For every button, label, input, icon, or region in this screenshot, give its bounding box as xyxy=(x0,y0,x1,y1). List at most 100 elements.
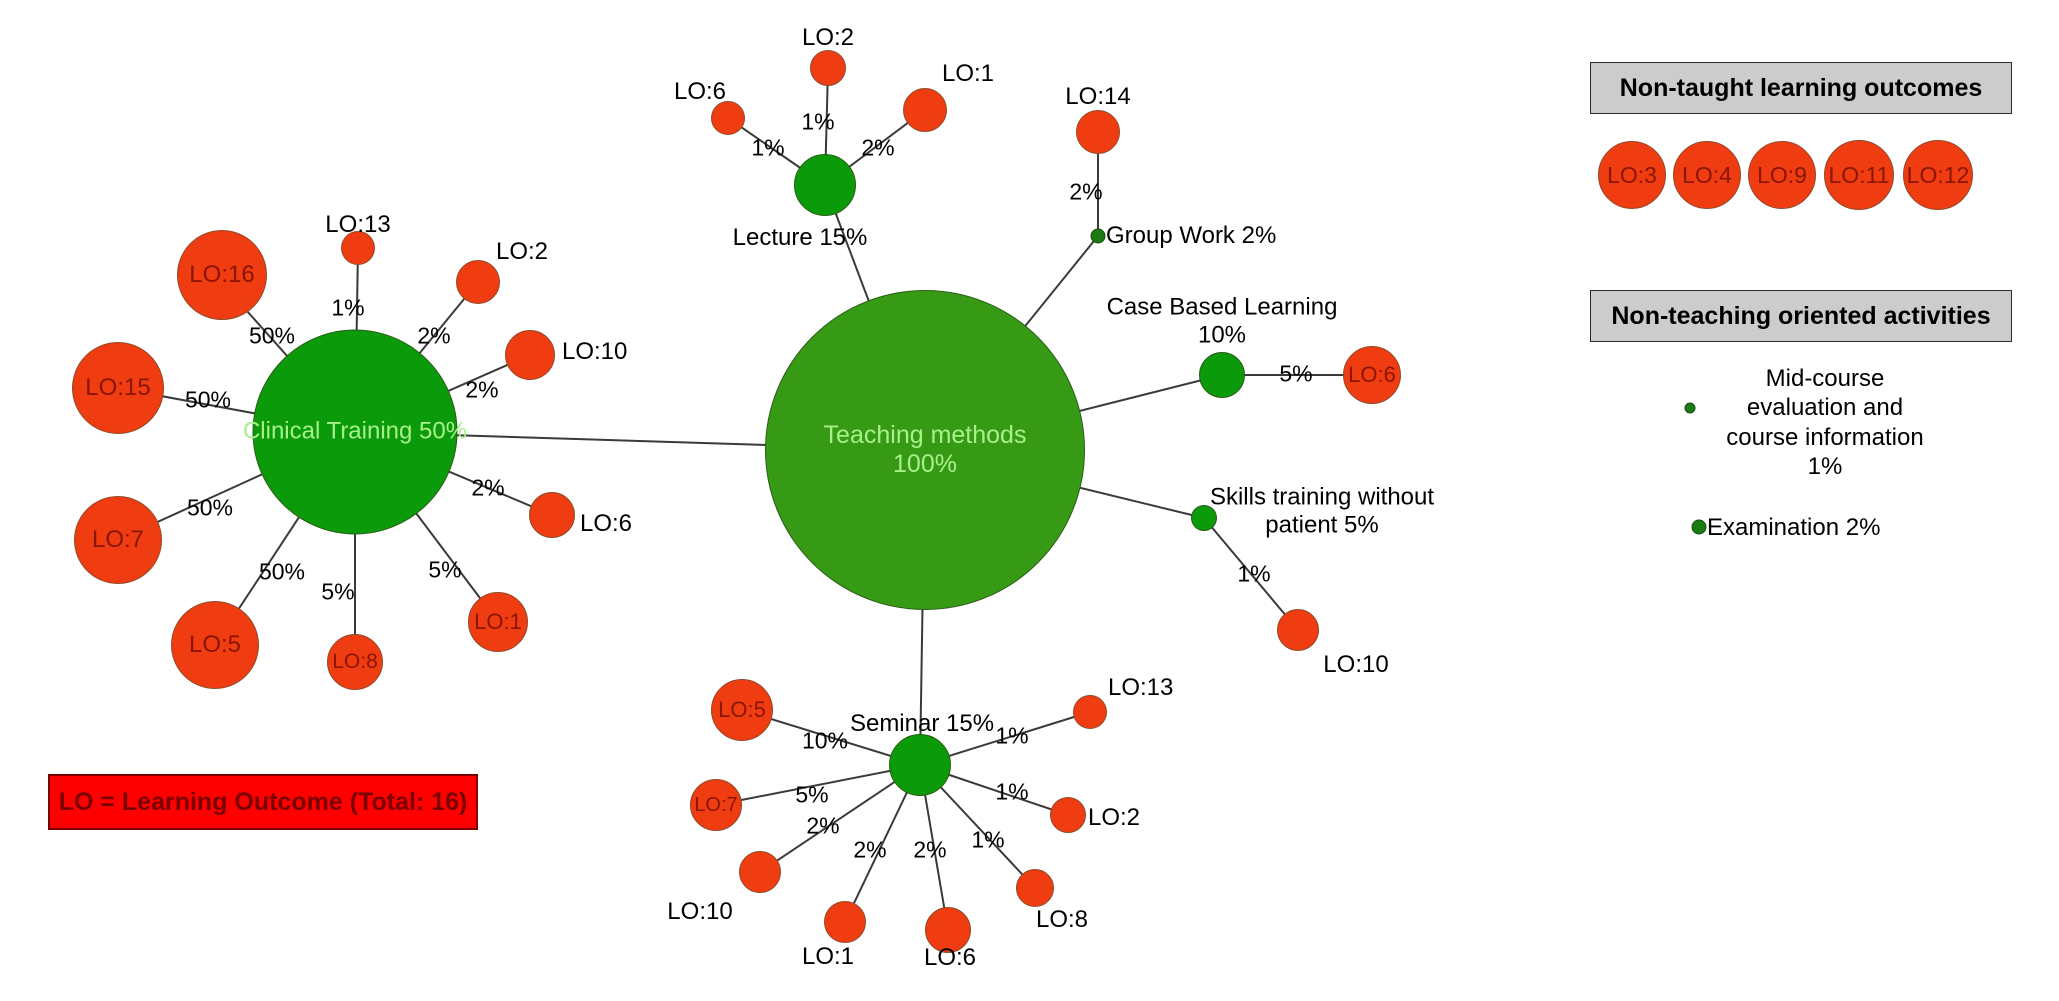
lo-node-clinical-lo6[interactable] xyxy=(529,492,575,538)
panel-non-taught-title: Non-taught learning outcomes xyxy=(1619,73,1983,102)
pct-lecture-lo6: 1% xyxy=(751,134,785,161)
panel-non-taught-header: Non-taught learning outcomes xyxy=(1590,62,2012,114)
pct-clinical-lo8: 5% xyxy=(321,578,355,605)
caption-seminar-lo2: LO:2 xyxy=(1088,803,1141,831)
lo-node-non-taught-9[interactable]: LO:9 xyxy=(1748,141,1816,209)
caption-clinical-lo13: LO:13 xyxy=(325,210,391,238)
lo-label: LO:9 xyxy=(1757,161,1807,188)
pct-lecture-lo1: 2% xyxy=(861,134,895,161)
lo-node-non-taught-3[interactable]: LO:3 xyxy=(1598,141,1666,209)
lo-node-clinical-lo15[interactable]: LO:15 xyxy=(72,342,164,434)
lo-node-seminar-lo10[interactable] xyxy=(739,851,781,893)
caption-clinical-lo6: LO:6 xyxy=(580,509,633,537)
lo-node-seminar-lo5[interactable]: LO:5 xyxy=(711,679,773,741)
non-teaching-dot-midcourse[interactable] xyxy=(1684,402,1696,414)
pct-cbl-lo6: 5% xyxy=(1279,360,1313,387)
caption-groupwork-lo14: LO:14 xyxy=(1065,82,1131,110)
lo-node-clinical-lo7[interactable]: LO:7 xyxy=(74,496,162,584)
caption-skills-lo10: LO:10 xyxy=(1323,650,1389,678)
node-group-work[interactable] xyxy=(1090,228,1106,244)
node-teaching-methods[interactable]: Teaching methods 100% xyxy=(765,290,1085,610)
pct-seminar-lo5: 10% xyxy=(801,727,849,754)
lo-legend-text: LO = Learning Outcome (Total: 16) xyxy=(58,787,468,816)
node-clinical-training[interactable]: Clinical Training 50% xyxy=(243,329,467,535)
panel-non-teaching-title: Non-teaching oriented activities xyxy=(1611,301,1991,330)
edge-st-lo10 xyxy=(1203,517,1299,631)
lo-node-clinical-lo8[interactable]: LO:8 xyxy=(327,634,383,690)
edge-sem-lo7 xyxy=(715,764,921,806)
node-skills-training[interactable] xyxy=(1191,505,1217,531)
edge-sem-lo10 xyxy=(759,764,921,873)
pct-lecture-lo2: 1% xyxy=(801,108,835,135)
lo-label: LO:12 xyxy=(1906,161,1970,188)
hub-label: Teaching methods 100% xyxy=(823,420,1027,479)
lo-label: LO:4 xyxy=(1682,161,1732,188)
pct-clinical-lo15: 50% xyxy=(184,386,232,413)
lo-label: LO:1 xyxy=(474,609,522,634)
lo-label: LO:6 xyxy=(1348,362,1396,387)
panel-non-teaching-header: Non-teaching oriented activities xyxy=(1590,290,2012,342)
lo-node-groupwork-lo14[interactable] xyxy=(1076,110,1120,154)
caption-lecture-lo2: LO:2 xyxy=(801,23,855,51)
lo-label: LO:5 xyxy=(188,631,242,658)
lo-node-lecture-lo1[interactable] xyxy=(903,88,947,132)
lo-label: LO:11 xyxy=(1828,161,1890,188)
caption-seminar-lo8: LO:8 xyxy=(1035,905,1089,933)
pct-seminar-lo1: 2% xyxy=(853,836,887,863)
node-case-based-learning[interactable] xyxy=(1199,352,1245,398)
caption-clinical-lo2: LO:2 xyxy=(495,237,549,265)
lo-node-non-taught-4[interactable]: LO:4 xyxy=(1673,141,1741,209)
lo-node-clinical-lo5[interactable]: LO:5 xyxy=(171,601,259,689)
clinical-training-label: Clinical Training 50% xyxy=(242,417,468,445)
lo-node-seminar-lo1[interactable] xyxy=(824,901,866,943)
lo-legend-box: LO = Learning Outcome (Total: 16) xyxy=(48,774,478,830)
lo-node-seminar-lo6[interactable] xyxy=(925,907,971,953)
lo-label: LO:5 xyxy=(718,697,766,722)
lo-node-lecture-lo6[interactable] xyxy=(711,101,745,135)
lo-node-clinical-lo2[interactable] xyxy=(456,260,500,304)
lo-node-clinical-lo16[interactable]: LO:16 xyxy=(177,230,267,320)
caption-lecture: Lecture 15% xyxy=(732,223,868,251)
pct-groupwork-lo14: 2% xyxy=(1069,178,1103,205)
lo-node-non-taught-11[interactable]: LO:11 xyxy=(1824,140,1894,210)
node-seminar[interactable] xyxy=(889,734,951,796)
pct-skills-lo10: 1% xyxy=(1237,560,1271,587)
pct-clinical-lo7: 50% xyxy=(186,494,234,521)
pct-seminar-lo7: 5% xyxy=(795,781,829,808)
pct-seminar-lo2: 1% xyxy=(995,778,1029,805)
lo-node-clinical-lo1[interactable]: LO:1 xyxy=(468,592,528,652)
caption-skills-training: Skills training without patient 5% xyxy=(1209,483,1435,539)
lo-label: LO:8 xyxy=(332,650,378,673)
lo-node-seminar-lo7[interactable]: LO:7 xyxy=(690,779,742,831)
caption-seminar: Seminar 15% xyxy=(849,709,995,737)
caption-group-work: Group Work 2% xyxy=(1106,221,1277,249)
caption-seminar-lo10: LO:10 xyxy=(667,897,733,925)
lo-node-skills-lo10[interactable] xyxy=(1277,609,1319,651)
lo-label: LO:7 xyxy=(694,793,738,816)
lo-label: LO:3 xyxy=(1607,161,1657,188)
pct-clinical-lo1: 5% xyxy=(428,556,462,583)
lo-node-seminar-lo13[interactable] xyxy=(1073,695,1107,729)
lo-node-seminar-lo2[interactable] xyxy=(1050,797,1086,833)
pct-clinical-lo13: 1% xyxy=(331,294,365,321)
caption-seminar-lo6: LO:6 xyxy=(923,943,977,971)
lo-node-clinical-lo13[interactable] xyxy=(341,231,375,265)
lo-node-seminar-lo8[interactable] xyxy=(1016,869,1054,907)
lo-node-lecture-lo2[interactable] xyxy=(810,50,846,86)
lo-node-clinical-lo10[interactable] xyxy=(505,330,555,380)
caption-case-based-learning: Case Based Learning 10% xyxy=(1106,293,1338,349)
node-lecture[interactable] xyxy=(794,154,856,216)
lo-node-cbl-lo6[interactable]: LO:6 xyxy=(1343,346,1401,404)
non-teaching-dot-examination[interactable] xyxy=(1691,519,1707,535)
caption-clinical-lo10: LO:10 xyxy=(562,337,628,365)
lo-node-non-taught-12[interactable]: LO:12 xyxy=(1903,140,1973,210)
pct-clinical-lo10: 2% xyxy=(465,376,499,403)
pct-seminar-lo10: 2% xyxy=(806,812,840,839)
non-teaching-label-midcourse: Mid-course evaluation and course informa… xyxy=(1726,365,1924,480)
caption-seminar-lo13: LO:13 xyxy=(1108,673,1174,701)
pct-clinical-lo6: 2% xyxy=(471,474,505,501)
lo-label: LO:15 xyxy=(85,374,151,401)
pct-clinical-lo16: 50% xyxy=(248,322,296,349)
caption-seminar-lo1: LO:1 xyxy=(801,942,855,970)
pct-seminar-lo6: 2% xyxy=(913,836,947,863)
